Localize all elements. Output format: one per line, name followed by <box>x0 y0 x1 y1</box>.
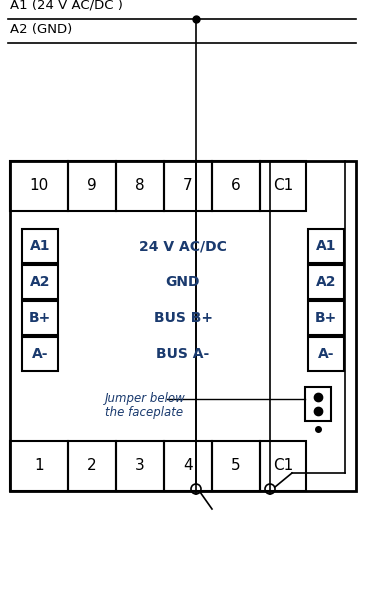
Bar <box>260 161 306 211</box>
Bar <box>68 161 116 211</box>
Bar <box>22 229 58 263</box>
Bar <box>308 337 344 371</box>
Bar <box>212 441 260 491</box>
Bar <box>305 387 331 421</box>
Text: B+: B+ <box>29 311 51 325</box>
Text: A2: A2 <box>30 275 50 289</box>
Text: 2: 2 <box>87 459 97 473</box>
Text: A-: A- <box>32 347 48 361</box>
Text: GND: GND <box>166 275 200 289</box>
Text: A-: A- <box>318 347 334 361</box>
Text: B+: B+ <box>315 311 337 325</box>
Bar <box>10 161 68 211</box>
Bar <box>22 337 58 371</box>
Bar <box>212 161 260 211</box>
Bar <box>164 161 212 211</box>
Bar <box>308 265 344 299</box>
Bar <box>22 265 58 299</box>
Bar <box>308 229 344 263</box>
Bar <box>10 161 356 491</box>
Text: A1 (24 V AC/DC ): A1 (24 V AC/DC ) <box>10 0 123 12</box>
Text: A2 (GND): A2 (GND) <box>10 23 72 36</box>
Bar <box>260 441 306 491</box>
Text: 5: 5 <box>231 459 241 473</box>
Text: A1: A1 <box>30 239 50 253</box>
Bar <box>22 301 58 335</box>
Bar <box>308 301 344 335</box>
Text: 6: 6 <box>231 178 241 193</box>
Text: BUS A-: BUS A- <box>156 347 210 361</box>
Text: the faceplate: the faceplate <box>105 406 183 419</box>
Text: 8: 8 <box>135 178 145 193</box>
Text: A1: A1 <box>316 239 336 253</box>
Text: 3: 3 <box>135 459 145 473</box>
Text: C1: C1 <box>273 459 293 473</box>
Text: 1: 1 <box>34 459 44 473</box>
Text: 4: 4 <box>183 459 193 473</box>
Text: BUS B+: BUS B+ <box>153 311 213 325</box>
Bar <box>116 441 164 491</box>
Bar <box>10 441 68 491</box>
Text: C1: C1 <box>273 178 293 193</box>
Text: 7: 7 <box>183 178 193 193</box>
Text: 10: 10 <box>29 178 49 193</box>
Text: 24 V AC/DC: 24 V AC/DC <box>139 239 227 253</box>
Text: A2: A2 <box>316 275 336 289</box>
Text: 9: 9 <box>87 178 97 193</box>
Text: Jumper below: Jumper below <box>105 392 186 405</box>
Bar <box>68 441 116 491</box>
Bar <box>164 441 212 491</box>
Bar <box>116 161 164 211</box>
